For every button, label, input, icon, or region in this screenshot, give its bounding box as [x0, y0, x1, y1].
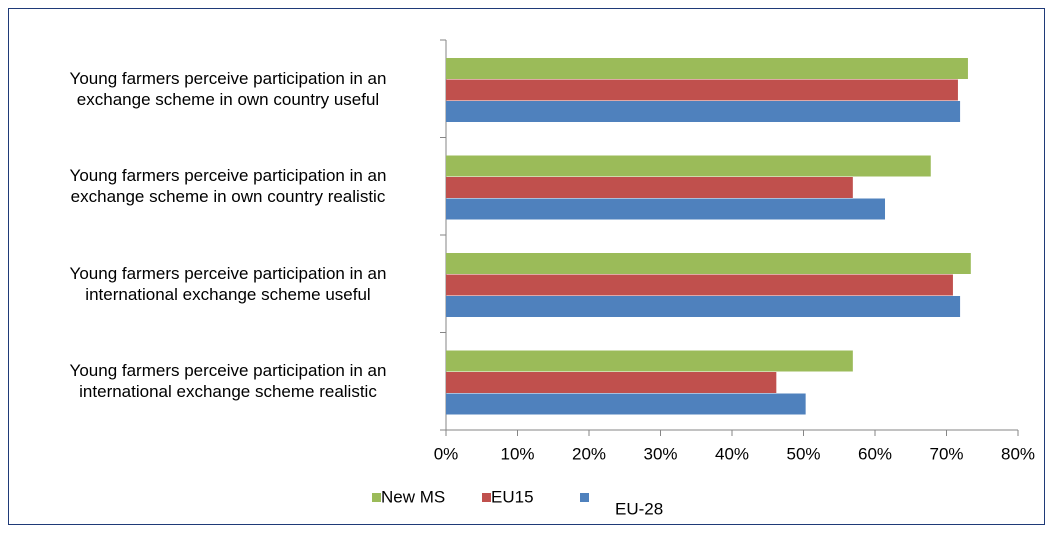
- category-label: Young farmers perceive participation in …: [69, 68, 387, 109]
- legend-label: EU15: [491, 487, 534, 506]
- bar: [446, 296, 961, 317]
- x-tick-label: 20%: [572, 444, 606, 463]
- category-label: Young farmers perceive participation in …: [69, 166, 387, 207]
- category-label: Young farmers perceive participation in …: [69, 263, 387, 304]
- x-tick-label: 80%: [1001, 444, 1035, 463]
- legend-swatch: [372, 493, 381, 502]
- x-tick-label: 70%: [929, 444, 963, 463]
- bar: [446, 274, 953, 296]
- bar: [446, 177, 853, 198]
- x-tick-label: 40%: [715, 444, 749, 463]
- bar: [446, 350, 853, 372]
- x-tick-label: 50%: [786, 444, 820, 463]
- x-tick-label: 10%: [500, 444, 534, 463]
- legend-label: New MS: [381, 487, 445, 506]
- legend-swatch: [580, 493, 589, 502]
- bar: [446, 253, 971, 274]
- legend-label: EU-28: [615, 499, 663, 518]
- legend-swatch: [482, 493, 491, 502]
- bar: [446, 372, 777, 393]
- bar: [446, 155, 931, 177]
- x-tick-label: 30%: [643, 444, 677, 463]
- bar: [446, 198, 886, 220]
- bar: [446, 393, 806, 415]
- bar: [446, 58, 968, 79]
- chart-frame: [8, 8, 1045, 525]
- x-tick-label: 0%: [434, 444, 459, 463]
- bar: [446, 79, 958, 101]
- bar: [446, 101, 961, 122]
- category-label: Young farmers perceive participation in …: [69, 361, 387, 402]
- x-tick-label: 60%: [858, 444, 892, 463]
